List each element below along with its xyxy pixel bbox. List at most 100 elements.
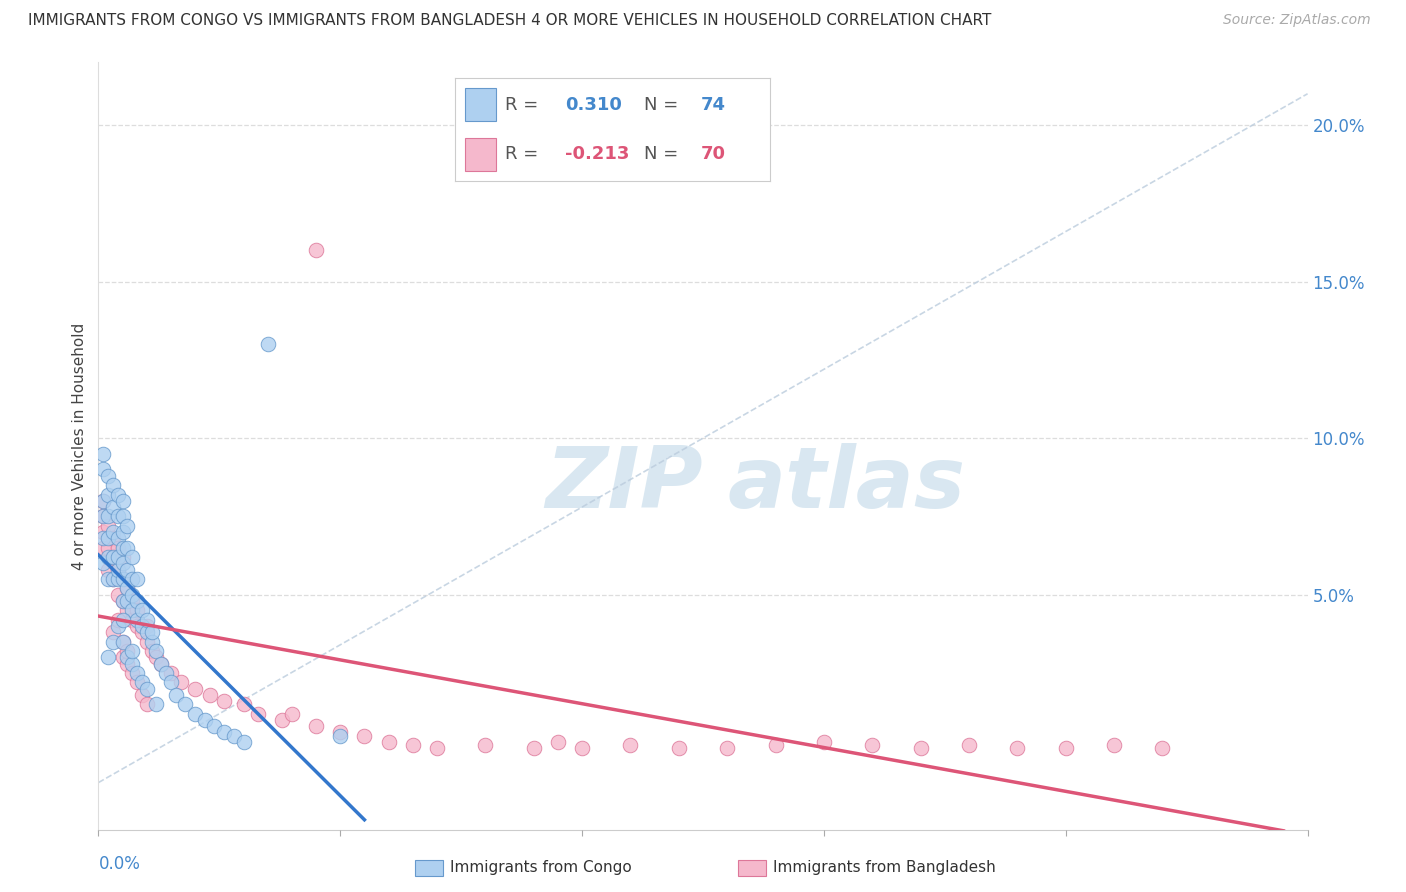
Point [111, 572, 134, 586]
Point [97, 650, 120, 665]
Point [198, 688, 221, 702]
Point [150, 657, 173, 671]
Point [247, 706, 270, 721]
Point [305, 719, 328, 733]
Point [212, 694, 235, 708]
Point [165, 688, 187, 702]
Point [169, 675, 191, 690]
Point [145, 650, 167, 665]
Point [101, 572, 124, 586]
Point [155, 665, 177, 680]
Point [91, 493, 114, 508]
Point [121, 588, 143, 602]
Point [111, 572, 134, 586]
Text: 0.0%: 0.0% [98, 855, 141, 873]
Point [111, 650, 134, 665]
Point [1152, 741, 1174, 756]
Point [91, 493, 114, 508]
Point [131, 625, 153, 640]
Point [474, 738, 496, 752]
Point [135, 634, 157, 648]
Point [184, 681, 207, 696]
Point [121, 665, 143, 680]
Point [111, 634, 134, 648]
Point [1007, 741, 1029, 756]
Point [121, 603, 143, 617]
Point [402, 738, 425, 752]
Point [957, 738, 980, 752]
Point [97, 519, 120, 533]
Point [377, 735, 399, 749]
Point [256, 337, 278, 351]
Point [117, 519, 139, 533]
Point [716, 741, 738, 756]
Point [127, 675, 149, 690]
Point [117, 594, 139, 608]
Point [212, 725, 235, 739]
Point [150, 657, 173, 671]
Point [127, 613, 149, 627]
Point [101, 634, 124, 648]
Point [91, 509, 114, 524]
Point [117, 657, 139, 671]
Point [101, 625, 124, 640]
Point [97, 550, 120, 565]
Point [121, 657, 143, 671]
Point [107, 588, 129, 602]
Point [131, 619, 153, 633]
Point [111, 541, 134, 555]
Text: atlas: atlas [727, 442, 966, 526]
Point [131, 688, 153, 702]
Point [127, 665, 149, 680]
Point [91, 525, 114, 540]
Point [117, 644, 139, 658]
Point [97, 532, 120, 546]
Point [145, 698, 167, 712]
Text: Source: ZipAtlas.com: Source: ZipAtlas.com [1223, 13, 1371, 28]
Point [329, 725, 352, 739]
Point [91, 462, 114, 476]
Point [619, 738, 641, 752]
Point [107, 541, 129, 555]
Point [101, 550, 124, 565]
Point [141, 644, 163, 658]
Point [127, 619, 149, 633]
Point [194, 713, 217, 727]
Point [111, 557, 134, 571]
Text: Immigrants from Congo: Immigrants from Congo [450, 861, 631, 875]
Point [135, 625, 157, 640]
Text: IMMIGRANTS FROM CONGO VS IMMIGRANTS FROM BANGLADESH 4 OR MORE VEHICLES IN HOUSEH: IMMIGRANTS FROM CONGO VS IMMIGRANTS FROM… [28, 13, 991, 29]
Point [111, 550, 134, 565]
Point [271, 713, 294, 727]
Point [91, 447, 114, 461]
Point [813, 735, 835, 749]
Point [860, 738, 883, 752]
Point [571, 741, 593, 756]
Point [101, 550, 124, 565]
Point [141, 625, 163, 640]
Point [174, 698, 197, 712]
Point [910, 741, 932, 756]
Point [329, 729, 352, 743]
Point [107, 563, 129, 577]
Text: ZIP: ZIP [546, 442, 703, 526]
Point [107, 487, 129, 501]
Point [107, 509, 129, 524]
Point [117, 563, 139, 577]
Point [127, 594, 149, 608]
Point [117, 650, 139, 665]
Point [765, 738, 787, 752]
Point [127, 572, 149, 586]
Point [97, 572, 120, 586]
Point [547, 735, 569, 749]
Point [121, 644, 143, 658]
Point [91, 509, 114, 524]
Point [135, 681, 157, 696]
Point [232, 698, 254, 712]
Point [111, 613, 134, 627]
Point [107, 619, 129, 633]
Point [97, 563, 120, 577]
Point [111, 525, 134, 540]
Point [97, 541, 120, 555]
Point [135, 619, 157, 633]
